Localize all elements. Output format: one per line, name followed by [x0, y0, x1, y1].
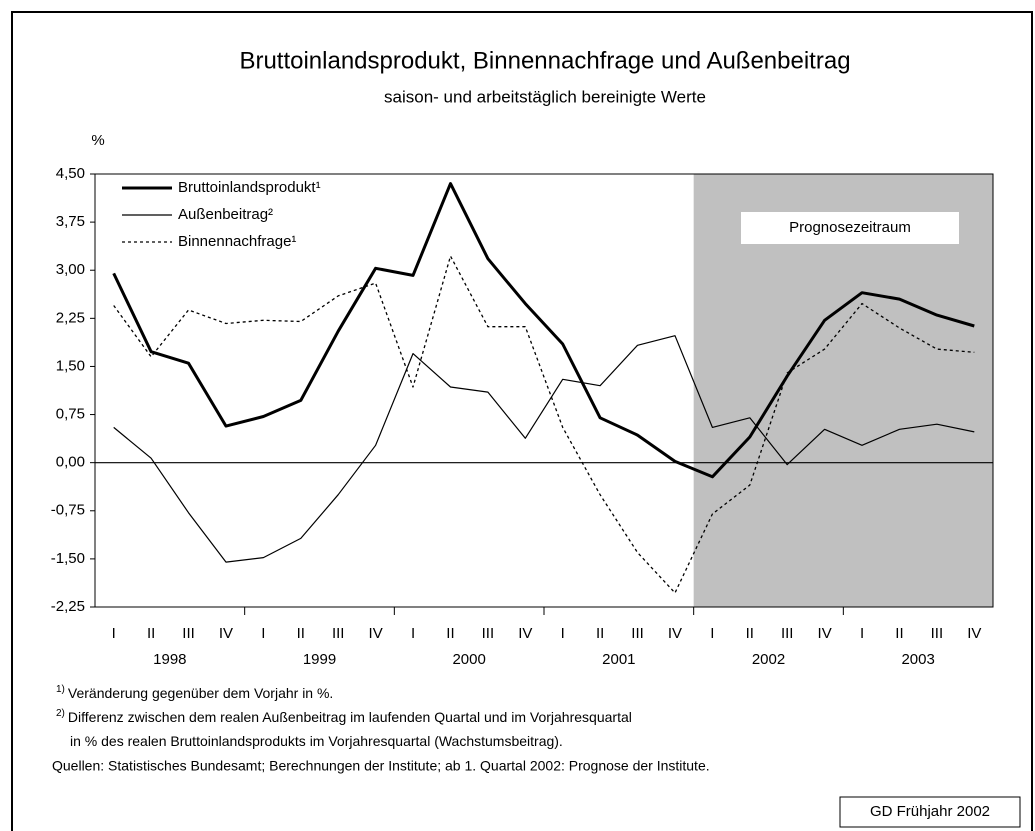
y-axis-label: % — [91, 132, 104, 149]
stamp: GD Frühjahr 2002 — [870, 803, 990, 820]
forecast-label: Prognosezeitraum — [789, 219, 911, 236]
y-tick-label: 0,00 — [56, 454, 85, 471]
x-tick-label: IV — [518, 625, 532, 642]
year-label: 1998 — [153, 651, 186, 668]
year-label: 2000 — [452, 651, 485, 668]
year-label: 2003 — [901, 651, 934, 668]
footnote: 2) Differenz zwischen dem realen Außenbei… — [56, 708, 632, 725]
x-tick-label: II — [446, 625, 454, 642]
y-tick-label: 3,00 — [56, 261, 85, 278]
footnote-text: in % des realen Bruttoinlandsprodukts im… — [70, 733, 563, 749]
x-tick-label: IV — [369, 625, 383, 642]
legend-label: Binnennachfrage¹ — [178, 233, 296, 250]
footnote-text: Differenz zwischen dem realen Außenbeitr… — [68, 709, 632, 725]
x-tick-label: III — [182, 625, 195, 642]
y-tick-label: -2,25 — [51, 598, 85, 615]
footnote-mark: 1) — [56, 684, 65, 695]
forecast-region — [693, 174, 993, 607]
year-label: 2002 — [752, 651, 785, 668]
x-tick-label: III — [931, 625, 944, 642]
year-label: 2001 — [602, 651, 635, 668]
x-tick-label: III — [482, 625, 495, 642]
source: Quellen: Statistisches Bundesamt; Berech… — [52, 758, 710, 774]
series-line — [113, 255, 975, 594]
chart-title: Bruttoinlandsprodukt, Binnennachfrage un… — [239, 47, 850, 74]
x-tick-label: II — [596, 625, 604, 642]
y-tick-label: 0,75 — [56, 406, 85, 423]
stamp-box — [839, 796, 1021, 828]
y-tick-label: -1,50 — [51, 550, 85, 567]
x-tick-label: I — [561, 625, 565, 642]
footnote: 1) Veränderung gegenüber dem Vorjahr in %… — [56, 684, 333, 701]
x-tick-label: III — [332, 625, 345, 642]
y-tick-label: 4,50 — [56, 165, 85, 182]
legend-label: Bruttoinlandsprodukt¹ — [178, 179, 321, 196]
x-tick-label: II — [297, 625, 305, 642]
x-tick-label: IV — [219, 625, 233, 642]
y-tick-label: -0,75 — [51, 502, 85, 519]
x-tick-label: IV — [818, 625, 832, 642]
forecast-label-box — [741, 212, 959, 244]
x-tick-label: III — [781, 625, 794, 642]
x-tick-label: IV — [668, 625, 682, 642]
footnote: in % des realen Bruttoinlandsprodukts im… — [70, 733, 563, 749]
x-tick-label: I — [261, 625, 265, 642]
x-tick-label: III — [631, 625, 644, 642]
y-tick-label: 1,50 — [56, 357, 85, 374]
x-tick-label: I — [411, 625, 415, 642]
chart-subtitle: saison- und arbeitstäglich bereinigte We… — [384, 87, 706, 106]
x-tick-label: I — [860, 625, 864, 642]
y-tick-label: 3,75 — [56, 213, 85, 230]
series-line — [112, 182, 975, 479]
x-tick-label: II — [147, 625, 155, 642]
x-tick-label: II — [895, 625, 903, 642]
x-tick-label: IV — [967, 625, 981, 642]
series-line — [113, 335, 975, 563]
frame — [11, 11, 1033, 831]
x-tick-label: I — [112, 625, 116, 642]
y-tick-label: 2,25 — [56, 309, 85, 326]
year-label: 1999 — [303, 651, 336, 668]
footnote-text: Veränderung gegenüber dem Vorjahr in %. — [68, 685, 333, 701]
footnote-mark: 2) — [56, 708, 65, 719]
x-tick-label: I — [710, 625, 714, 642]
legend-label: Außenbeitrag² — [178, 206, 273, 223]
x-tick-label: II — [746, 625, 754, 642]
